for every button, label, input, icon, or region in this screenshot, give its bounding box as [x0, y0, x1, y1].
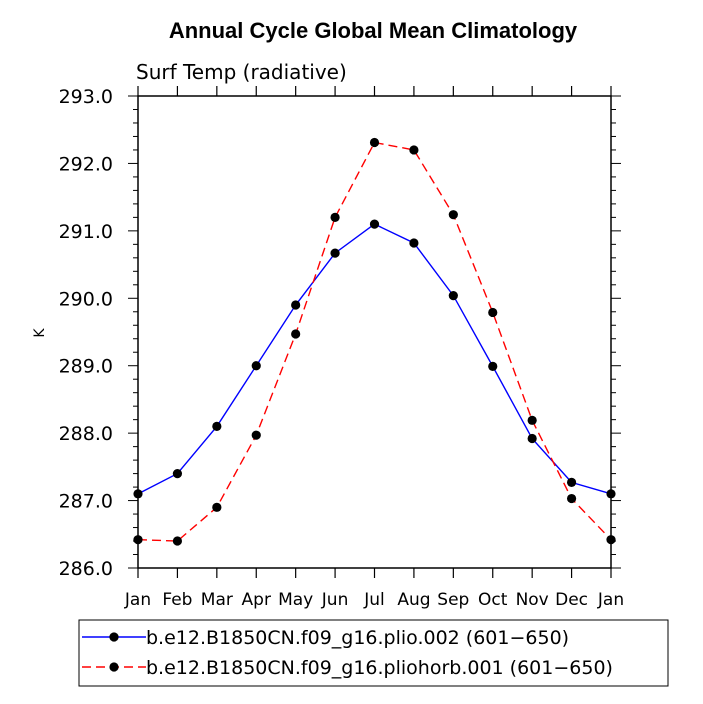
series-2-point: [488, 307, 498, 318]
y-tick-label: 286.0: [59, 558, 113, 580]
series-2-point: [566, 493, 577, 504]
legend-label-1: b.e12.B1850CN.f09_g16.plio.002 (601−650): [146, 627, 569, 649]
y-tick-label: 288.0: [59, 423, 113, 445]
x-tick-label: Nov: [516, 590, 549, 610]
x-tick-label: Oct: [478, 590, 508, 610]
chart-subtitle: Surf Temp (radiative): [136, 60, 347, 84]
series-2-point: [172, 536, 183, 546]
series-line-1: [137, 223, 612, 495]
series-1-point: [369, 219, 380, 229]
x-tick-label: Aug: [397, 590, 430, 610]
legend: b.e12.B1850CN.f09_g16.plio.002 (601−650)…: [82, 627, 613, 679]
y-tick-label: 293.0: [59, 86, 113, 108]
series-1-point: [291, 300, 301, 310]
y-tick-label: 292.0: [59, 153, 113, 175]
plot-frame: [137, 95, 612, 569]
series-2-point: [212, 502, 222, 512]
series-group: [133, 137, 616, 546]
x-tick-label: Mar: [201, 590, 233, 610]
series-1-point: [409, 238, 419, 248]
x-tick-label: Jun: [321, 590, 349, 610]
axis-ticks: [128, 86, 621, 578]
x-tick-label: Jul: [363, 590, 385, 610]
series-2-point: [606, 535, 616, 545]
series-1-point: [527, 433, 537, 444]
legend-box: [78, 619, 669, 687]
y-tick-labels: 286.0 287.0 288.0 289.0 290.0 291.0 292.0 293.0: [59, 86, 113, 580]
x-tick-labels: Jan Feb Mar Apr May Jun Jul Aug Sep Oct Nov Dec Jan: [124, 590, 624, 610]
x-tick-label: Jan: [124, 590, 151, 610]
series-1-point: [251, 361, 261, 371]
series-2-point: [291, 329, 301, 339]
x-tick-label: Apr: [242, 590, 271, 610]
y-tick-label: 287.0: [59, 491, 113, 513]
x-tick-label: Feb: [162, 590, 192, 610]
series-1-point: [488, 361, 498, 371]
series-2-point: [409, 145, 419, 155]
x-tick-label: Jan: [597, 590, 624, 610]
series-2-point: [369, 137, 380, 148]
series-1-point: [133, 489, 143, 499]
y-axis-label: K: [32, 328, 48, 338]
series-1-point: [448, 290, 458, 301]
series-2-point: [330, 212, 340, 222]
series-1-point: [172, 469, 183, 479]
x-tick-label: May: [278, 590, 313, 610]
legend-label-2: b.e12.B1850CN.f09_g16.pliohorb.001 (601−…: [146, 657, 613, 679]
chart-title: Annual Cycle Global Mean Climatology: [169, 18, 578, 43]
series-2-point: [133, 535, 143, 545]
series-1-point: [566, 477, 577, 487]
legend-marker-1: [109, 632, 119, 642]
y-tick-label: 290.0: [59, 288, 113, 310]
y-tick-label: 289.0: [59, 356, 113, 378]
y-tick-label: 291.0: [59, 221, 113, 243]
legend-marker-2: [109, 662, 119, 672]
x-tick-label: Dec: [555, 590, 588, 610]
series-1-point: [212, 421, 222, 431]
series-1-point: [606, 489, 616, 499]
series-2-point: [527, 415, 537, 425]
series-2-point: [448, 210, 458, 220]
series-1-point: [330, 248, 340, 258]
series-2-point: [251, 430, 261, 440]
series-line-2: [137, 141, 612, 542]
x-tick-label: Sep: [437, 590, 469, 610]
